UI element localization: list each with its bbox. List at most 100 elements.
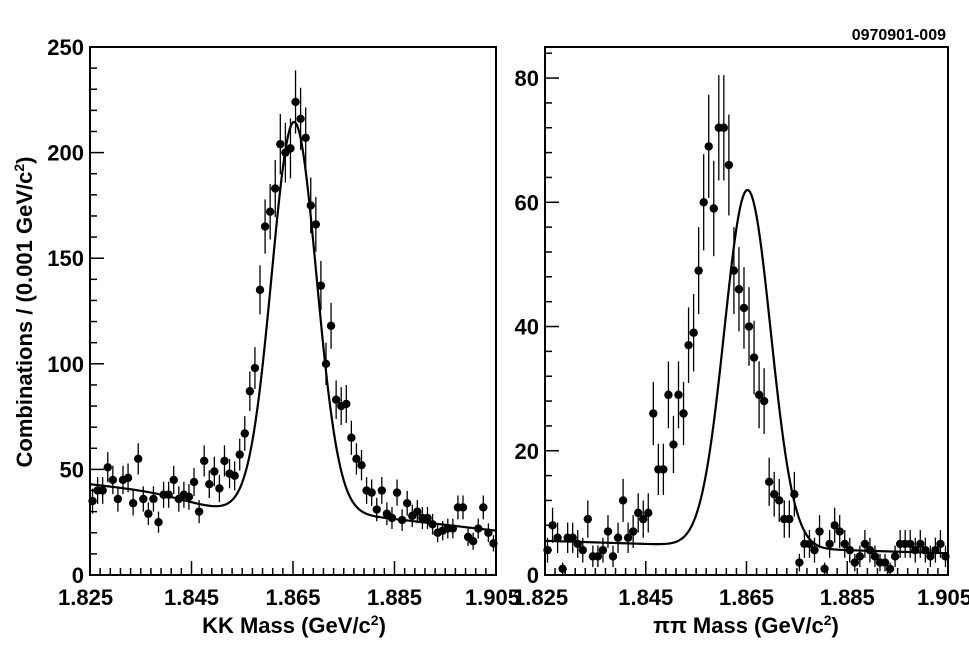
data-point-pipi bbox=[664, 390, 673, 400]
data-point-pipi bbox=[880, 558, 890, 567]
data-point-pipi bbox=[729, 266, 739, 275]
data-point-kk bbox=[347, 433, 356, 442]
x-axis-title-kk-main: KK Mass (GeV/c bbox=[202, 613, 371, 638]
x-axis-title-pipi: ππ Mass (GeV/c2) bbox=[653, 612, 839, 638]
data-point-kk bbox=[484, 528, 493, 537]
x-axis-title-kk: KK Mass (GeV/c2) bbox=[202, 612, 386, 638]
data-point-kk bbox=[154, 518, 163, 527]
data-point-kk bbox=[291, 97, 300, 107]
data-point-kk bbox=[372, 505, 381, 514]
data-point-kk bbox=[306, 201, 315, 210]
data-point-kk bbox=[458, 503, 468, 512]
y-axis-title-main: Combinations / (0.001 GeV/c bbox=[12, 172, 37, 468]
data-point-pipi bbox=[709, 204, 718, 213]
data-point-kk bbox=[468, 537, 478, 546]
data-point-pipi bbox=[623, 533, 633, 542]
data-point-pipi bbox=[754, 390, 764, 400]
data-point-kk bbox=[128, 498, 138, 508]
data-point-pipi bbox=[633, 508, 643, 518]
data-point-pipi bbox=[860, 539, 870, 549]
data-point-kk bbox=[164, 490, 173, 499]
data-point-kk bbox=[321, 359, 331, 368]
data-point-pipi bbox=[825, 539, 834, 549]
data-point-kk bbox=[271, 184, 280, 193]
data-point-pipi bbox=[689, 328, 698, 337]
data-point-pipi bbox=[845, 545, 854, 555]
y-ticks-kk: 0 50 100 150 200 250 bbox=[47, 35, 104, 588]
data-point-kk bbox=[276, 139, 285, 149]
data-point-pipi bbox=[759, 396, 769, 406]
data-point-pipi bbox=[573, 539, 582, 549]
data-point-pipi bbox=[649, 409, 658, 418]
x-tick-label-kk: 1.905 bbox=[465, 585, 520, 610]
data-point-kk bbox=[265, 207, 275, 216]
data-point-kk bbox=[448, 524, 458, 533]
data-point-pipi bbox=[644, 508, 653, 518]
data-point-kk bbox=[316, 281, 326, 290]
data-point-kk bbox=[397, 515, 407, 525]
data-point-pipi bbox=[694, 266, 703, 275]
y-axis-title-tail: ) bbox=[12, 157, 37, 164]
x-tick-label-pipi: 1.865 bbox=[719, 585, 774, 610]
data-point-kk bbox=[210, 467, 219, 476]
data-point-pipi bbox=[739, 303, 749, 313]
data-point-pipi bbox=[598, 545, 608, 555]
x-axis-title-pipi-main: ππ Mass (GeV/c bbox=[653, 613, 824, 638]
data-point-kk bbox=[108, 475, 118, 485]
data-point-kk bbox=[377, 486, 387, 495]
y-tick-label-kk: 250 bbox=[47, 35, 84, 60]
data-point-pipi bbox=[628, 527, 638, 536]
data-point-pipi bbox=[674, 390, 683, 400]
data-point-pipi bbox=[906, 539, 915, 549]
x-tick-label-pipi: 1.825 bbox=[513, 585, 568, 610]
data-point-pipi bbox=[795, 558, 804, 567]
data-point-pipi bbox=[840, 539, 849, 549]
data-point-kk bbox=[123, 473, 133, 483]
x-tick-label-kk: 1.865 bbox=[265, 585, 320, 610]
data-point-kk bbox=[98, 486, 107, 495]
y-axis-title-sup: 2 bbox=[11, 164, 27, 172]
fit-curve-kk bbox=[89, 120, 497, 532]
y-tick-label-kk: 0 bbox=[72, 563, 84, 588]
data-point-kk bbox=[250, 363, 260, 373]
data-point-kk bbox=[286, 144, 295, 153]
figure-id: 0970901-009 bbox=[852, 27, 946, 44]
y-tick-label-pipi: 60 bbox=[515, 190, 539, 215]
data-point-kk bbox=[134, 454, 143, 464]
x-tick-label-pipi: 1.885 bbox=[820, 585, 875, 610]
data-point-pipi bbox=[941, 552, 950, 561]
data-point-pipi bbox=[659, 465, 668, 474]
data-point-pipi bbox=[734, 285, 744, 294]
data-point-pipi bbox=[850, 558, 860, 567]
data-point-kk bbox=[413, 507, 422, 516]
panel-pipi: 0 20 40 60 80 1.825 1.845 1.865 1.885 1.905 ππ M… bbox=[513, 46, 969, 638]
data-point-kk bbox=[189, 477, 199, 487]
data-point-kk bbox=[489, 539, 498, 548]
data-point-kk bbox=[423, 513, 432, 523]
data-point-pipi bbox=[543, 545, 552, 555]
x-tick-label-pipi: 1.905 bbox=[917, 585, 969, 610]
data-point-kk bbox=[357, 460, 366, 470]
y-tick-label-pipi: 20 bbox=[515, 439, 539, 464]
data-points-pipi bbox=[543, 75, 950, 575]
data-point-kk bbox=[326, 321, 336, 330]
data-point-kk bbox=[367, 488, 376, 497]
data-point-kk bbox=[479, 503, 488, 512]
data-point-pipi bbox=[865, 545, 875, 555]
data-point-pipi bbox=[835, 527, 844, 536]
data-point-kk bbox=[144, 509, 153, 518]
data-point-pipi bbox=[770, 490, 779, 499]
x-tick-label-pipi: 1.845 bbox=[618, 585, 673, 610]
data-point-pipi bbox=[926, 552, 935, 561]
data-point-kk bbox=[428, 520, 437, 529]
data-point-pipi bbox=[885, 564, 895, 573]
data-point-kk bbox=[169, 475, 178, 485]
data-point-pipi bbox=[810, 545, 819, 555]
x-axis-title-kk-sup: 2 bbox=[371, 612, 379, 628]
data-point-pipi bbox=[921, 545, 930, 555]
data-point-kk bbox=[255, 285, 265, 295]
data-point-pipi bbox=[704, 142, 713, 151]
data-point-pipi bbox=[583, 514, 593, 524]
data-point-kk bbox=[205, 479, 214, 489]
